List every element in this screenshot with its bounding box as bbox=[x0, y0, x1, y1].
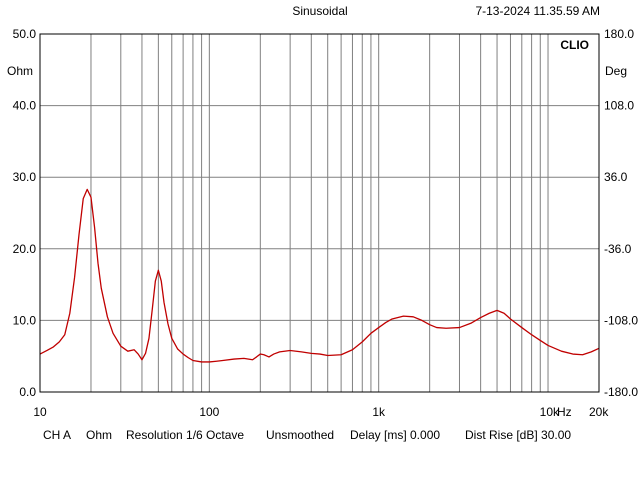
x-tick-label: 20k bbox=[589, 405, 609, 419]
y-tick-label: 20.0 bbox=[13, 242, 37, 256]
y2-axis-unit: Deg bbox=[605, 64, 627, 78]
y-tick-label: 50.0 bbox=[13, 27, 37, 41]
x-tick-label: 10 bbox=[33, 405, 47, 419]
footer-channel: CH A bbox=[43, 428, 71, 442]
x-axis-labels: 10 100 1k 10k 20k bbox=[33, 405, 609, 419]
grid-lines bbox=[39, 33, 600, 393]
y-tick-label: 30.0 bbox=[13, 170, 37, 184]
header-timestamp: 7-13-2024 11.35.59 AM bbox=[475, 4, 600, 18]
footer-info: CH A Ohm Resolution 1/6 Octave Unsmoothe… bbox=[43, 428, 571, 442]
x-tick-label: 1k bbox=[372, 405, 386, 419]
y-tick-label: 40.0 bbox=[13, 99, 37, 113]
impedance-curve bbox=[39, 188, 600, 363]
plot-frame bbox=[39, 33, 600, 393]
x-axis-unit: Hz bbox=[557, 405, 572, 419]
footer-dist-rise: Dist Rise [dB] 30.00 bbox=[465, 428, 571, 442]
footer-resolution: Resolution 1/6 Octave bbox=[126, 428, 244, 442]
footer-delay: Delay [ms] 0.000 bbox=[350, 428, 440, 442]
x-tick-label: 10k bbox=[540, 405, 560, 419]
brand-label: CLIO bbox=[560, 38, 589, 52]
footer-unit: Ohm bbox=[86, 428, 112, 442]
y2-tick-label: 108.0 bbox=[604, 99, 634, 113]
y-tick-label: 10.0 bbox=[13, 313, 37, 327]
y2-tick-label: 180.0 bbox=[604, 27, 634, 41]
curve-layer bbox=[39, 188, 600, 363]
y2-tick-label: -36.0 bbox=[604, 242, 632, 256]
y-axis-unit: Ohm bbox=[7, 64, 33, 78]
y2-tick-label: -108.0 bbox=[604, 313, 638, 327]
y2-tick-label: -180.0 bbox=[604, 385, 638, 399]
y-axis-labels: 0.0 10.0 20.0 30.0 40.0 50.0 bbox=[13, 27, 37, 399]
header-mode: Sinusoidal bbox=[292, 4, 347, 18]
x-tick-label: 100 bbox=[199, 405, 219, 419]
y2-axis-labels: -180.0 -108.0 -36.0 36.0 108.0 180.0 bbox=[604, 27, 638, 399]
plot-background bbox=[40, 34, 599, 392]
y-tick-label: 0.0 bbox=[19, 385, 36, 399]
y2-tick-label: 36.0 bbox=[604, 170, 628, 184]
footer-smoothing: Unsmoothed bbox=[266, 428, 334, 442]
